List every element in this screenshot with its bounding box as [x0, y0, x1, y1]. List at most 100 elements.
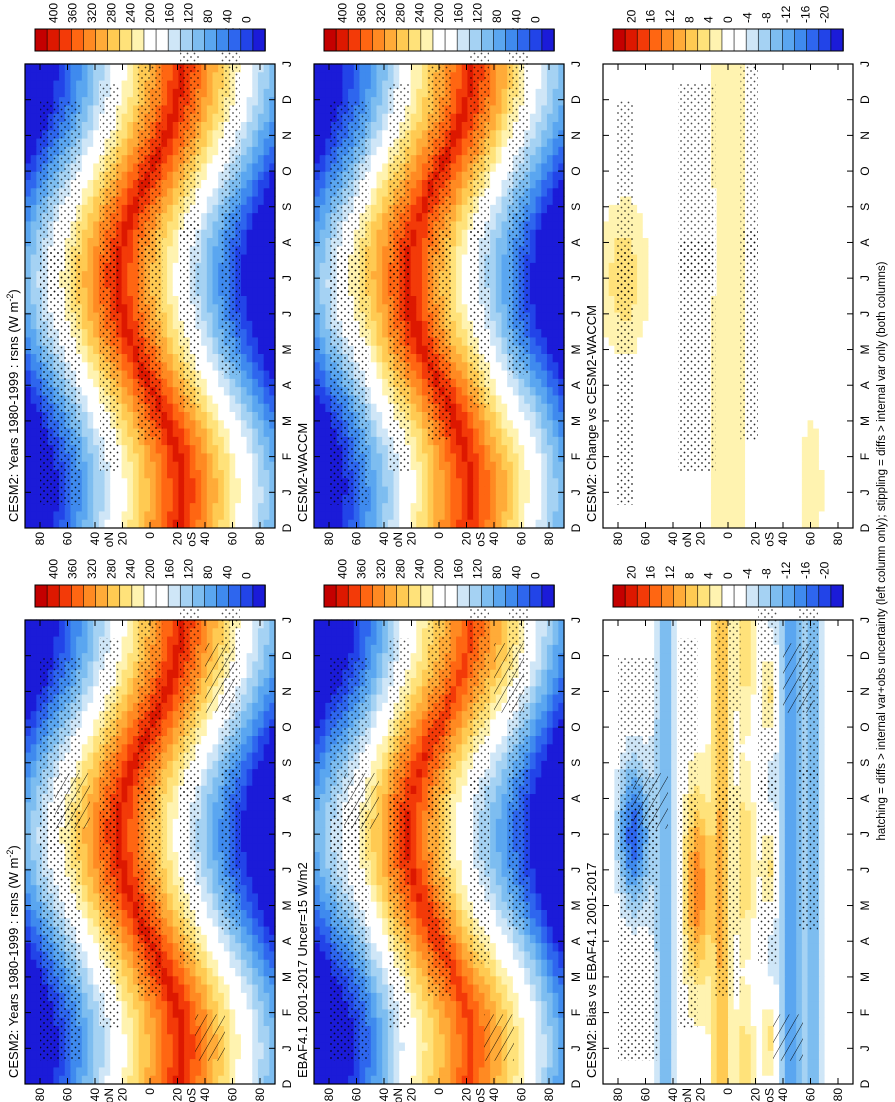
heatmap-cell	[319, 826, 326, 836]
heatmap-cell	[93, 751, 100, 761]
heatmap-cell	[161, 1025, 168, 1035]
heatmap-cell	[552, 843, 559, 852]
heatmap-cell	[70, 627, 77, 637]
heatmap-cell	[206, 942, 214, 952]
heatmap-cell	[529, 1041, 537, 1051]
heatmap-cell	[121, 818, 128, 828]
heatmap-cell	[541, 1000, 548, 1010]
heatmap-cell	[461, 834, 469, 844]
heatmap-cell	[257, 1058, 265, 1068]
heatmap-cell	[81, 859, 89, 869]
heatmap-cell	[535, 867, 542, 877]
heatmap-cell	[167, 950, 174, 960]
heatmap-cell	[399, 1058, 406, 1068]
heatmap-cell	[314, 909, 321, 919]
heatmap-cell	[490, 959, 497, 968]
heatmap-cell	[541, 917, 548, 927]
heatmap-cell	[206, 901, 214, 910]
heatmap-cell	[336, 619, 344, 629]
heatmap-cell	[212, 818, 219, 828]
heatmap-cell	[552, 727, 559, 736]
heatmap-cell	[127, 876, 134, 886]
heatmap-cell	[325, 1066, 332, 1076]
heatmap-cell	[127, 710, 134, 720]
heatmap-cell	[87, 992, 94, 1002]
heatmap-cell	[167, 710, 174, 720]
heatmap-cell	[206, 975, 214, 985]
heatmap-cell	[461, 884, 469, 894]
heatmap-cell	[98, 1075, 106, 1084]
heatmap-cell	[319, 950, 326, 960]
heatmap-cell	[252, 867, 259, 877]
heatmap-cell	[319, 693, 326, 703]
heatmap-cell	[467, 983, 474, 993]
heatmap-cell	[206, 785, 214, 794]
heatmap-cell	[172, 768, 180, 778]
heatmap-cell	[93, 809, 100, 819]
heatmap-cell	[172, 851, 180, 861]
heatmap-cell	[416, 627, 423, 637]
heatmap-cell	[461, 693, 469, 703]
heatmap-cell	[223, 1058, 231, 1068]
heatmap-cell	[410, 859, 417, 869]
colorbar-tick-label: 360	[66, 559, 80, 579]
heatmap-cell	[127, 727, 134, 736]
heatmap-cell	[30, 718, 37, 728]
heatmap-cell	[257, 967, 265, 977]
heatmap-cell	[518, 983, 525, 993]
heatmap-cell	[529, 934, 537, 944]
heatmap-cell	[93, 925, 100, 935]
heatmap-cell	[212, 851, 219, 861]
heatmap-cell	[467, 1050, 474, 1060]
heatmap-cell	[314, 917, 321, 927]
heatmap-cell	[450, 1041, 457, 1051]
heatmap-cell	[484, 1075, 491, 1084]
heatmap-cell	[161, 975, 168, 985]
heatmap-cell	[212, 801, 219, 811]
heatmap-cell	[314, 983, 321, 993]
heatmap-cell	[490, 909, 497, 919]
heatmap-cell	[370, 1050, 378, 1060]
heatmap-cell	[461, 843, 469, 852]
heatmap-cell	[461, 776, 469, 786]
heatmap-cell	[541, 1058, 548, 1068]
heatmap-cell	[30, 652, 37, 662]
heatmap-cell	[546, 925, 554, 935]
heatmap-cell	[218, 942, 225, 952]
stipple-region	[137, 620, 163, 815]
heatmap-cell	[314, 992, 321, 1002]
heatmap-cell	[410, 818, 417, 828]
heatmap-cell	[421, 1000, 429, 1010]
heatmap-cell	[223, 942, 231, 952]
heatmap-cell	[410, 909, 417, 919]
heatmap-cell	[252, 669, 259, 678]
heatmap-cell	[416, 718, 423, 728]
heatmap-cell	[478, 1075, 486, 1084]
heatmap-cell	[127, 627, 134, 637]
heatmap-cell	[552, 793, 559, 803]
heatmap-cell	[410, 644, 417, 654]
heatmap-cell	[172, 884, 180, 894]
heatmap-cell	[87, 1025, 94, 1035]
heatmap-cell	[223, 1033, 231, 1043]
colorbar-tick-label: 400	[46, 559, 60, 579]
heatmap-cell	[552, 693, 559, 703]
heatmap-cell	[172, 950, 180, 960]
heatmap-cell	[246, 950, 253, 960]
heatmap-cell	[167, 876, 174, 886]
heatmap-cell	[184, 983, 191, 993]
heatmap-cell	[484, 983, 491, 993]
heatmap-cell	[257, 1041, 265, 1051]
heatmap-cell	[535, 710, 542, 720]
heatmap-cell	[410, 1041, 417, 1051]
heatmap-cell	[370, 627, 378, 637]
heatmap-cell	[518, 942, 525, 952]
heatmap-cell	[25, 859, 32, 869]
heatmap-cell	[206, 967, 214, 977]
heatmap-cell	[184, 1008, 191, 1018]
heatmap-cell	[348, 635, 355, 645]
heatmap-cell	[535, 1066, 542, 1076]
heatmap-cell	[167, 818, 174, 828]
heatmap-cell	[25, 892, 32, 902]
heatmap-cell	[456, 702, 463, 712]
